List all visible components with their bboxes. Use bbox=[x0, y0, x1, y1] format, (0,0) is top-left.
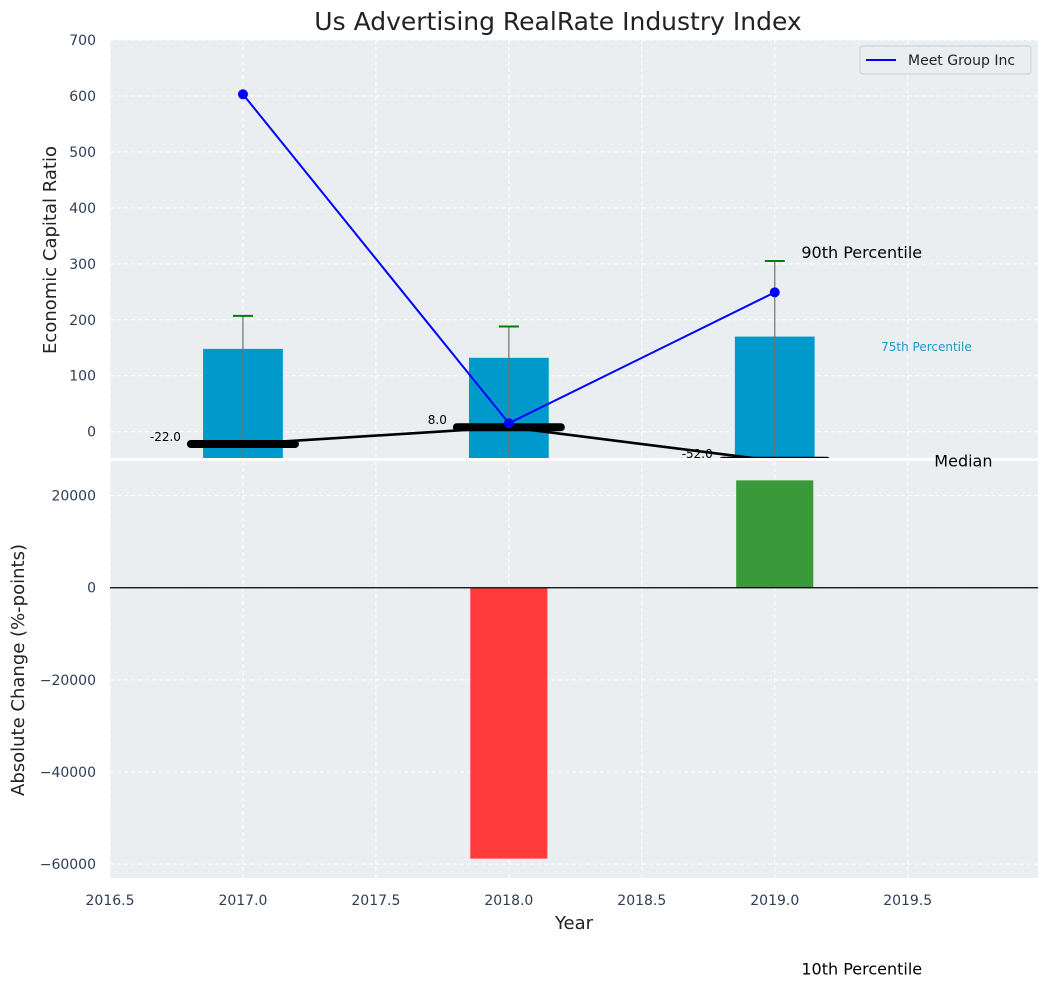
annotation-median: Median bbox=[934, 451, 992, 470]
top-y-tick-label: 400 bbox=[69, 201, 96, 217]
bottom-y-tick-label: −40000 bbox=[40, 765, 96, 781]
median-value-label: -52.0 bbox=[682, 447, 713, 461]
bottom-y-tick-label: −60000 bbox=[40, 857, 96, 873]
x-tick-label: 2016.5 bbox=[86, 893, 135, 909]
legend-box bbox=[859, 45, 1032, 75]
bottom-y-tick-label: 20000 bbox=[51, 489, 96, 505]
top-y-tick-label: 500 bbox=[69, 145, 96, 161]
legend: Meet Group Inc bbox=[859, 45, 1032, 75]
x-tick-label: 2017.0 bbox=[218, 893, 267, 909]
change-bar-negative bbox=[470, 587, 548, 859]
annotation-75th-percentile: 75th Percentile bbox=[881, 340, 972, 354]
top-panel: 0 100 200 300 400 500 600 700 bbox=[69, 33, 1038, 458]
chart-title: Us Advertising RealRate Industry Index bbox=[314, 7, 801, 36]
change-bar-positive bbox=[736, 480, 814, 588]
median-value-label: 8.0 bbox=[428, 413, 447, 427]
company-series-point bbox=[237, 89, 248, 100]
bottom-y-axis-label: Absolute Change (%-points) bbox=[8, 544, 29, 796]
bottom-y-tick-label: −20000 bbox=[40, 673, 96, 689]
top-plot-content bbox=[186, 89, 830, 458]
top-y-axis-label: Economic Capital Ratio bbox=[40, 146, 61, 354]
x-tick-label: 2019.5 bbox=[883, 893, 932, 909]
legend-label: Meet Group Inc bbox=[908, 53, 1015, 69]
top-y-tick-label: 100 bbox=[69, 369, 96, 385]
x-tick-label: 2019.0 bbox=[750, 893, 799, 909]
bottom-plot-background bbox=[110, 461, 1038, 878]
x-tick-label: 2018.5 bbox=[617, 893, 666, 909]
top-y-tick-label: 300 bbox=[69, 257, 96, 273]
x-axis-label: Year bbox=[554, 913, 594, 934]
top-y-tick-label: 600 bbox=[69, 89, 96, 105]
top-y-tick-label: 200 bbox=[69, 313, 96, 329]
x-tick-label: 2018.0 bbox=[484, 893, 533, 909]
bottom-panel: −60000 −40000 −20000 0 20000 2016.5 2017.0 2017… bbox=[40, 461, 1038, 909]
top-y-tick-label: 700 bbox=[69, 33, 96, 49]
company-series-point bbox=[769, 287, 780, 298]
x-tick-label: 2017.5 bbox=[351, 893, 400, 909]
annotation-10th-percentile: 10th Percentile bbox=[801, 959, 922, 978]
top-y-tick-label: 0 bbox=[87, 425, 96, 441]
median-value-label: -22.0 bbox=[150, 430, 181, 444]
annotation-90th-percentile: 90th Percentile bbox=[801, 243, 922, 262]
company-series-point bbox=[503, 418, 514, 429]
bottom-y-tick-label: 0 bbox=[87, 581, 96, 597]
